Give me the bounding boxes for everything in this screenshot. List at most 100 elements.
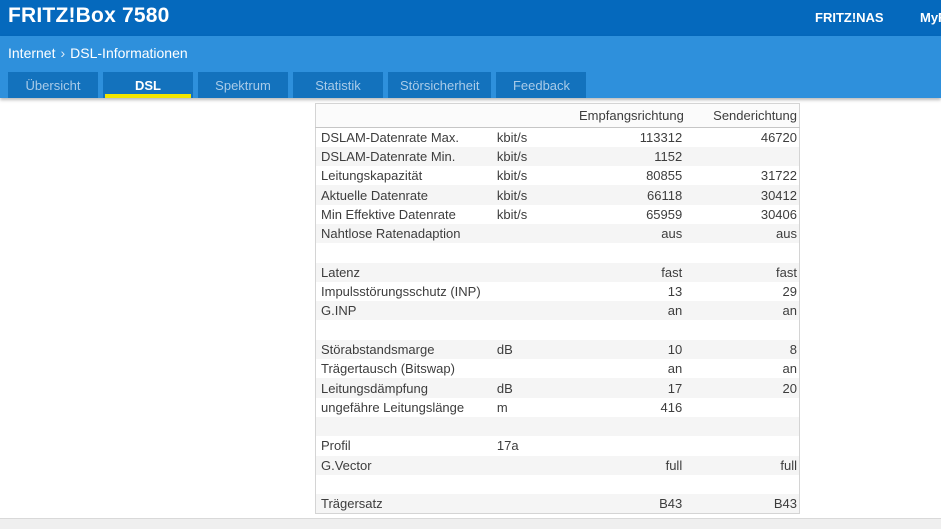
cell-tx — [684, 417, 799, 436]
cell-rx: full — [579, 456, 684, 475]
cell-rx: 13 — [579, 282, 684, 301]
table-spacer-row — [316, 417, 800, 436]
tab-statistik[interactable]: Statistik — [293, 72, 383, 98]
tab-label: Statistik — [315, 78, 361, 93]
cell-tx: full — [684, 456, 799, 475]
tab-feedback[interactable]: Feedback — [496, 72, 586, 98]
cell-label: G.INP — [316, 301, 497, 320]
table-spacer-row — [316, 320, 800, 339]
tab-label: Spektrum — [215, 78, 271, 93]
table-row: Impulsstörungsschutz (INP)1329 — [316, 282, 800, 301]
cell-rx: an — [579, 359, 684, 378]
cell-unit — [497, 243, 579, 262]
cell-unit — [497, 359, 579, 378]
header-empfangsrichtung: Empfangsrichtung — [579, 104, 684, 128]
myfritz-link[interactable]: MyFRITZ! — [920, 10, 941, 25]
nav-band: Internet › DSL-Informationen Übersicht DSL… — [0, 36, 941, 98]
table-row: ungefähre Leitungslängem416 — [316, 398, 800, 417]
cell-rx: aus — [579, 224, 684, 243]
table-spacer-row — [316, 243, 800, 262]
breadcrumb: Internet › DSL-Informationen — [8, 45, 188, 61]
cell-rx — [579, 417, 684, 436]
table-row: Trägersatz B43B43 — [316, 494, 800, 513]
table-header-row: Empfangsrichtung Senderichtung — [316, 104, 800, 128]
cell-label: Aktuelle Datenrate — [316, 185, 497, 204]
cell-tx: 8 — [684, 340, 799, 359]
cell-rx: 65959 — [579, 205, 684, 224]
cell-rx: 10 — [579, 340, 684, 359]
breadcrumb-page: DSL-Informationen — [70, 45, 188, 61]
header-empty-cell — [316, 104, 497, 128]
cell-label: DSLAM-Datenrate Max. — [316, 128, 497, 147]
cell-rx: 416 — [579, 398, 684, 417]
cell-tx — [684, 436, 799, 455]
page-title: FRITZ!Box 7580 — [8, 4, 170, 28]
cell-unit: kbit/s — [497, 147, 579, 166]
cell-rx: fast — [579, 263, 684, 282]
tab-spektrum[interactable]: Spektrum — [198, 72, 288, 98]
header-empty-cell — [497, 104, 579, 128]
cell-label: Leitungsdämpfung — [316, 378, 497, 397]
cell-unit — [497, 417, 579, 436]
table-row: Aktuelle Datenratekbit/s6611830412 — [316, 185, 800, 204]
table-row: Trägertausch (Bitswap)anan — [316, 359, 800, 378]
cell-label: Min Effektive Datenrate — [316, 205, 497, 224]
cell-tx — [684, 475, 799, 494]
cell-rx: 80855 — [579, 166, 684, 185]
cell-tx: an — [684, 359, 799, 378]
table-row: Profil17a — [316, 436, 800, 455]
cell-unit — [497, 456, 579, 475]
cell-unit — [497, 475, 579, 494]
cell-label: G.Vector — [316, 456, 497, 475]
cell-tx: an — [684, 301, 799, 320]
table-row: G.INPanan — [316, 301, 800, 320]
tab-dsl[interactable]: DSL — [103, 72, 193, 98]
cell-label: DSLAM-Datenrate Min. — [316, 147, 497, 166]
cell-label: Impulsstörungsschutz (INP) — [316, 282, 497, 301]
cell-label — [316, 320, 497, 339]
cell-rx: 17 — [579, 378, 684, 397]
table-row: Latenzfastfast — [316, 263, 800, 282]
tab-label: Übersicht — [26, 78, 81, 93]
cell-tx: aus — [684, 224, 799, 243]
cell-unit — [497, 320, 579, 339]
cell-label: Trägersatz — [316, 494, 497, 513]
cell-unit: kbit/s — [497, 128, 579, 147]
cell-label: Profil — [316, 436, 497, 455]
cell-unit: dB — [497, 378, 579, 397]
cell-tx — [684, 320, 799, 339]
cell-label: Störabstandsmarge — [316, 340, 497, 359]
table-row: LeitungsdämpfungdB1720 — [316, 378, 800, 397]
active-tab-indicator — [105, 94, 191, 98]
cell-unit: dB — [497, 340, 579, 359]
footer-strip — [0, 518, 941, 529]
tab-stoersicherheit[interactable]: Störsicherheit — [388, 72, 491, 98]
table-row: DSLAM-Datenrate Min.kbit/s1152 — [316, 147, 800, 166]
page: FRITZ!Box 7580 FRITZ!NAS MyFRITZ! Intern… — [0, 0, 941, 529]
cell-rx — [579, 436, 684, 455]
cell-rx: 1152 — [579, 147, 684, 166]
cell-unit: kbit/s — [497, 185, 579, 204]
tab-uebersicht[interactable]: Übersicht — [8, 72, 98, 98]
cell-rx — [579, 243, 684, 262]
chevron-right-icon: › — [60, 45, 65, 61]
cell-tx: B43 — [684, 494, 799, 513]
tab-label: Feedback — [513, 78, 570, 93]
cell-unit: m — [497, 398, 579, 417]
cell-tx — [684, 243, 799, 262]
cell-tx: fast — [684, 263, 799, 282]
cell-label: ungefähre Leitungslänge — [316, 398, 497, 417]
fritznas-link[interactable]: FRITZ!NAS — [815, 10, 884, 25]
tab-label: DSL — [135, 78, 161, 93]
cell-label — [316, 417, 497, 436]
cell-rx: B43 — [579, 494, 684, 513]
table-row: Min Effektive Datenratekbit/s6595930406 — [316, 205, 800, 224]
table-row: Nahtlose Ratenadaptionausaus — [316, 224, 800, 243]
table-row: Leitungskapazitätkbit/s8085531722 — [316, 166, 800, 185]
cell-tx: 30406 — [684, 205, 799, 224]
dsl-info-table: Empfangsrichtung Senderichtung DSLAM-Dat… — [315, 103, 800, 514]
cell-unit — [497, 263, 579, 282]
breadcrumb-internet[interactable]: Internet — [8, 45, 55, 61]
cell-unit — [497, 301, 579, 320]
cell-rx — [579, 475, 684, 494]
